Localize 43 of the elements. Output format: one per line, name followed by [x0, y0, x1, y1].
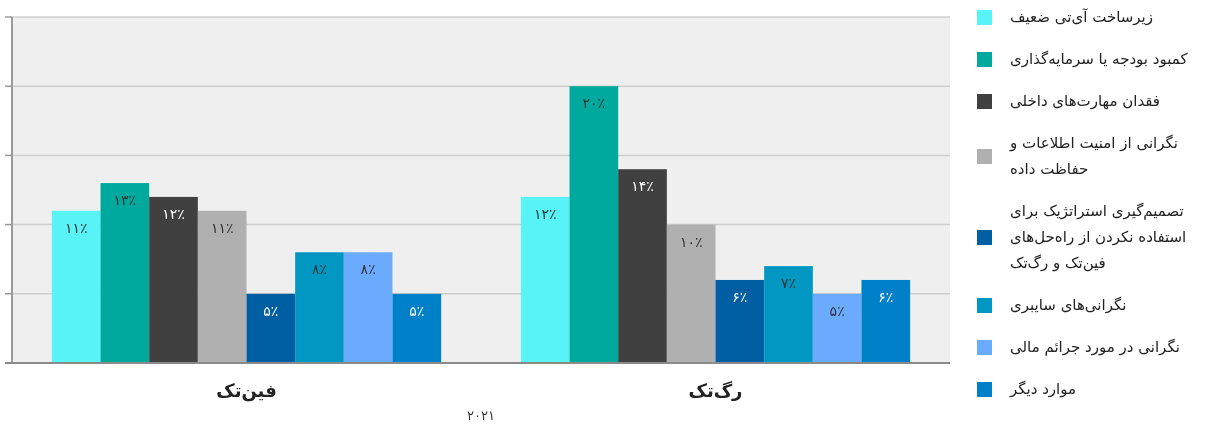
x-axis-title: ۲۰۲۱ — [467, 408, 495, 423]
x-tick-label: رگ‌تک — [688, 380, 743, 401]
bar — [197, 210, 247, 363]
data-label: ۶٪ — [732, 288, 748, 305]
bar — [149, 196, 198, 363]
data-label: ۵٪ — [829, 302, 845, 319]
bar — [51, 210, 101, 363]
bar — [861, 279, 911, 363]
legend-label: فقدان مهارت‌های داخلی — [1010, 91, 1162, 112]
bar — [295, 252, 344, 363]
data-label: ۱۲٪ — [162, 205, 185, 222]
legend-label: موارد دیگر — [1010, 379, 1078, 400]
data-label: ۱۲٪ — [533, 205, 557, 222]
bar — [343, 252, 393, 363]
bar — [715, 279, 765, 363]
bar — [520, 196, 570, 363]
bar — [764, 266, 813, 363]
legend-label: نگرانی در مورد جرائم مالی — [1010, 337, 1181, 358]
legend-label: زیرساخت آی‌تی ضعیف — [1010, 7, 1154, 28]
data-label: ۱۱٪ — [210, 219, 234, 236]
x-tick-label: فین‌تک — [216, 380, 277, 402]
bar — [618, 169, 667, 363]
bar — [812, 293, 862, 363]
legend-label: تصمیم‌گیری استراتژیک برای استفاده نکردن از راه‌حل‌های فین‌تک و رگ‌تک — [1010, 201, 1188, 274]
bar — [392, 293, 442, 363]
data-label: ۶٪ — [878, 288, 894, 305]
bar — [246, 293, 296, 363]
legend-label: نگرانی‌های سایبری — [1010, 295, 1128, 316]
bar — [569, 86, 619, 363]
data-label: ۵٪ — [263, 302, 279, 319]
data-label: ۸٪ — [311, 261, 328, 278]
bar — [100, 183, 150, 363]
data-label: ۱۴٪ — [631, 178, 654, 195]
data-label: ۱۳٪ — [113, 192, 137, 209]
data-label: ۱۱٪ — [64, 219, 88, 236]
data-label: ۸٪ — [360, 261, 376, 278]
legend-label: کمبود بودجه یا سرمایه‌گذاری — [1010, 49, 1189, 70]
legend-label: نگرانی از امنیت اطلاعات و حفاظت داده — [1010, 133, 1179, 180]
data-label: ۵٪ — [409, 302, 425, 319]
data-label: ۷٪ — [780, 275, 797, 292]
data-label: ۱۰٪ — [679, 233, 703, 250]
bar — [666, 224, 716, 363]
data-label: ۲۰٪ — [582, 95, 606, 112]
